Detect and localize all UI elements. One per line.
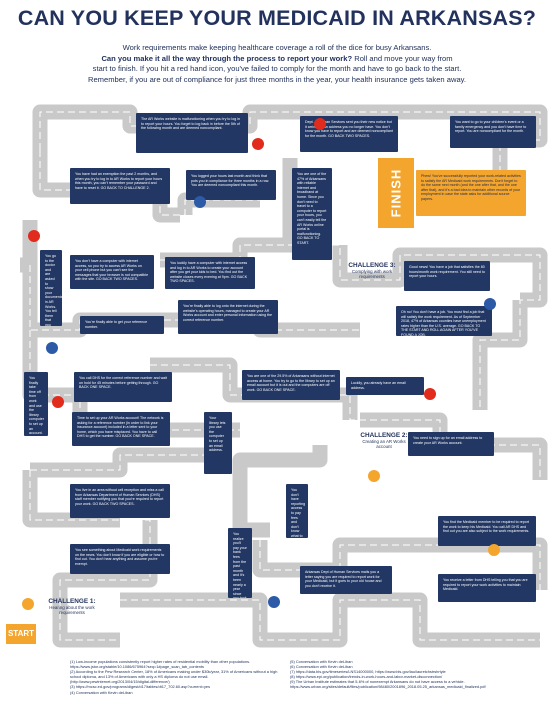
email-icon — [368, 470, 380, 482]
footnote: (6) Conversation with Kevin deLiban — [290, 664, 353, 670]
family-icon — [488, 544, 500, 556]
card-no-computer: You don't have a computer with internet … — [70, 255, 154, 289]
page-title: CAN YOU KEEP YOUR MEDICAID IN ARKANSAS? — [17, 6, 537, 30]
briefcase-icon — [484, 298, 496, 310]
card-success: Phew! You've successfully reported your … — [416, 170, 526, 216]
card-bank-fees: You realize you'll pay your bank fees fr… — [228, 528, 252, 598]
card-no-internet-library: You are one of the 29.5% of Arkansans wi… — [242, 370, 340, 400]
challenge-2-title: CHALLENGE 2: — [360, 432, 408, 439]
card-logged-last-month: You logged your hours last month and thi… — [186, 170, 276, 200]
card-reliable-internet: You are one of the 47% of Arkansans with… — [292, 168, 332, 260]
challenge-3: CHALLENGE 3: Complying with work require… — [342, 262, 402, 280]
card-reporting-access: You don't have reporting access to pay f… — [286, 484, 308, 538]
challenge-2-subtitle: Creating an AR Works account — [362, 439, 406, 450]
card-call-dhs: You call DHS for the correct reference n… — [74, 372, 172, 402]
card-doctor: You go to the doctor and are asked to sh… — [40, 250, 62, 326]
card-create-account: You're finally able to log onto the inte… — [178, 300, 278, 334]
red-hand-icon — [314, 118, 326, 130]
intro-text: Work requirements make keeping healthcar… — [14, 43, 540, 85]
card-website-malfunction: The AR Works website is malfunctioning w… — [136, 113, 248, 153]
card-no-job: Oh no! You don't have a job. You must fi… — [396, 306, 492, 336]
computer-icon — [46, 342, 58, 354]
footnote: (3) https://mcsc.ed.gov/programs/digest/… — [70, 684, 211, 690]
challenge-1-title: CHALLENGE 1: — [48, 598, 96, 605]
card-reference-number: You're finally able to get your referenc… — [80, 316, 164, 334]
challenge-3-subtitle: Complying with work requirements — [351, 269, 393, 280]
card-have-email: Luckily, you already have an email addre… — [346, 377, 424, 395]
footnote: (8) https://www.epi.org/publication/tren… — [290, 674, 443, 680]
card-need-email: You need to sign up for an email address… — [408, 432, 494, 456]
card-letter-from-dhs: You receive a letter from DHS telling yo… — [438, 574, 536, 602]
intro-line-1: Work requirements make keeping healthcar… — [122, 43, 432, 52]
footnotes-right: (5) Conversation with Kevin deLiban (6) … — [290, 659, 500, 690]
footnote: (2) According to the Pew Research Center… — [70, 669, 278, 685]
footnotes-left: (1) Low-income populations consistently … — [70, 659, 280, 695]
phone-icon — [194, 196, 206, 208]
card-family-member: You find the Medicaid member to be requi… — [438, 516, 536, 546]
start-marker: START — [6, 624, 36, 644]
intro-line-2: Can you make it all the way through the … — [14, 54, 540, 65]
challenge-2: CHALLENGE 2: Creating an AR Works accoun… — [358, 432, 410, 450]
red-hand-icon — [424, 388, 436, 400]
red-hand-icon — [252, 138, 264, 150]
card-news: You see something about Medicaid work re… — [70, 544, 170, 574]
challenge-1: CHALLENGE 1: Hearing about the work requ… — [40, 598, 104, 616]
intro-line-3: start to finish. If you hit a red hand i… — [92, 64, 462, 74]
card-library-account: You finally take time off from work and … — [24, 372, 48, 436]
card-library-email: Your library lets you use the computer t… — [204, 412, 232, 474]
footnote: (7) https://data.bls.gov/timeseries/LNS1… — [290, 669, 446, 675]
challenge-3-title: CHALLENGE 3: — [348, 262, 396, 269]
card-notice-old-address: Dept. of Human Services sent you their n… — [300, 116, 398, 152]
finish-label: FINISH — [388, 168, 404, 218]
footnote: (1) Low-income populations consistently … — [70, 659, 251, 670]
footnote: (5) Conversation with Kevin deLiban — [290, 659, 353, 664]
tv-icon — [22, 598, 34, 610]
intro-line-2-rest: Roll and move your way from — [352, 53, 453, 63]
card-good-news-job: Good news! You have a job that satisfies… — [404, 261, 490, 291]
card-website-closes: You luckily have a computer with interne… — [165, 257, 255, 289]
footnote: (4) Conversation with Kevin deLiban — [70, 689, 133, 695]
red-hand-icon — [28, 230, 40, 242]
card-exemption-password: You have had an exemption the past 2 mon… — [70, 168, 170, 204]
challenge-1-subtitle: Hearing about the work requirements — [49, 605, 95, 616]
red-hand-icon — [52, 396, 64, 408]
footnote: (9) The Urban Institute estimates that 5… — [290, 679, 486, 690]
card-family-emergency: You want to go to your children's event … — [450, 116, 536, 148]
card-cell-reception: You live in an area without cell recepti… — [70, 484, 170, 518]
intro-line-2-bold: Can you make it all the way through the … — [101, 53, 353, 63]
envelope-icon — [268, 596, 280, 608]
finish-banner: FINISH — [378, 158, 414, 228]
card-set-up-account: Time to set up your AR Works account! Th… — [72, 412, 170, 446]
card-letter-old-house: Arkansas Dept of Human Services mails yo… — [300, 566, 392, 594]
intro-line-4: Remember, if you are out of compliance f… — [87, 74, 467, 84]
